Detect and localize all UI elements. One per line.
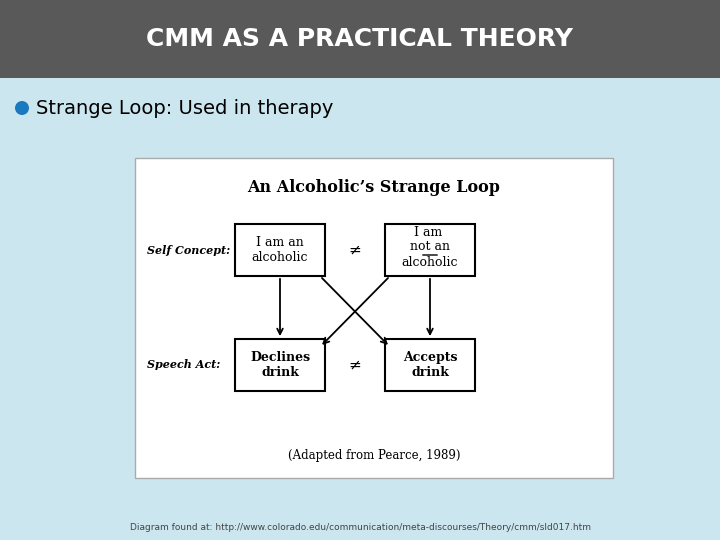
Text: Self Concept:: Self Concept: bbox=[147, 245, 230, 255]
Bar bbox=[385, 339, 475, 391]
Text: Diagram found at: http://www.colorado.edu/communication/meta-discourses/Theory/c: Diagram found at: http://www.colorado.ed… bbox=[130, 523, 590, 532]
Text: ≠: ≠ bbox=[348, 242, 361, 258]
Text: Accepts
drink: Accepts drink bbox=[402, 351, 457, 379]
Text: Speech Act:: Speech Act: bbox=[147, 360, 220, 370]
Bar bbox=[135, 158, 613, 478]
Bar bbox=[0, 0, 720, 78]
Bar bbox=[385, 224, 475, 276]
Text: (Adapted from Pearce, 1989): (Adapted from Pearce, 1989) bbox=[288, 449, 460, 462]
Bar bbox=[235, 339, 325, 391]
Text: An Alcoholic’s Strange Loop: An Alcoholic’s Strange Loop bbox=[248, 179, 500, 197]
Text: Declines
drink: Declines drink bbox=[250, 351, 310, 379]
Bar bbox=[235, 224, 325, 276]
Text: I am 
not an
alcoholic: I am not an alcoholic bbox=[402, 226, 458, 268]
Circle shape bbox=[15, 101, 29, 115]
Text: CMM AS A PRACTICAL THEORY: CMM AS A PRACTICAL THEORY bbox=[146, 27, 574, 51]
Text: Strange Loop: Used in therapy: Strange Loop: Used in therapy bbox=[36, 98, 333, 118]
Text: I am an
alcoholic: I am an alcoholic bbox=[252, 236, 308, 264]
Text: ≠: ≠ bbox=[348, 357, 361, 373]
